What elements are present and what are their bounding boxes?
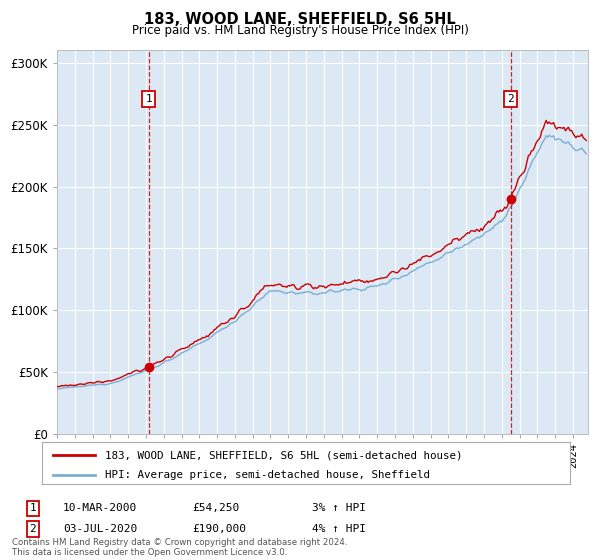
Text: 1: 1 — [146, 94, 152, 104]
Text: 3% ↑ HPI: 3% ↑ HPI — [312, 503, 366, 514]
Text: 1: 1 — [29, 503, 37, 514]
Text: HPI: Average price, semi-detached house, Sheffield: HPI: Average price, semi-detached house,… — [106, 470, 430, 480]
Text: 2: 2 — [507, 94, 514, 104]
Text: 03-JUL-2020: 03-JUL-2020 — [63, 524, 137, 534]
Text: £54,250: £54,250 — [192, 503, 239, 514]
Text: £190,000: £190,000 — [192, 524, 246, 534]
Text: 10-MAR-2000: 10-MAR-2000 — [63, 503, 137, 514]
Text: Price paid vs. HM Land Registry's House Price Index (HPI): Price paid vs. HM Land Registry's House … — [131, 24, 469, 36]
Text: 4% ↑ HPI: 4% ↑ HPI — [312, 524, 366, 534]
Text: 183, WOOD LANE, SHEFFIELD, S6 5HL (semi-detached house): 183, WOOD LANE, SHEFFIELD, S6 5HL (semi-… — [106, 450, 463, 460]
Text: Contains HM Land Registry data © Crown copyright and database right 2024.
This d: Contains HM Land Registry data © Crown c… — [12, 538, 347, 557]
Text: 2: 2 — [29, 524, 37, 534]
Text: 183, WOOD LANE, SHEFFIELD, S6 5HL: 183, WOOD LANE, SHEFFIELD, S6 5HL — [144, 12, 456, 27]
